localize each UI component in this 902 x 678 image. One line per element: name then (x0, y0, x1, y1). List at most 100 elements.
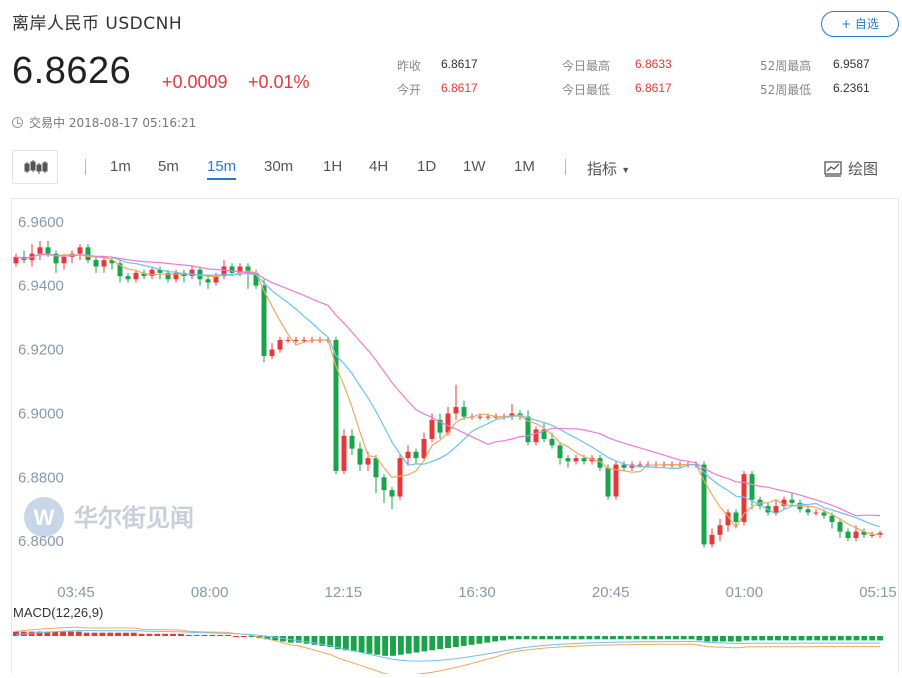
ma10-line (15, 253, 881, 528)
candle-body (573, 458, 579, 462)
candle-body (45, 247, 51, 254)
x-tick-label: 20:45 (592, 584, 630, 601)
stat-value-prev-close: 6.8617 (441, 57, 478, 71)
watermark: W 华尔街见闻 (24, 497, 194, 537)
candle-body (277, 339, 283, 350)
macd-bar (413, 636, 420, 653)
macd-bar (170, 633, 176, 636)
add-favorite-button[interactable]: + 自选 (821, 11, 899, 37)
candle-body (405, 451, 411, 459)
interval-1mo[interactable]: 1M (514, 158, 535, 175)
macd-bar (185, 634, 192, 636)
candle-body (109, 260, 115, 264)
candle-body (365, 458, 371, 465)
macd-bar (366, 636, 373, 654)
candle-body (789, 499, 795, 503)
macd-bar (342, 636, 349, 651)
macd-bar (775, 636, 781, 641)
candle-body (165, 272, 171, 280)
macd-bar (649, 636, 656, 640)
macd-bar (672, 636, 679, 640)
y-tick-label: 6.9600 (18, 214, 64, 231)
toolbar-separator (85, 159, 86, 175)
x-tick-label: 08:00 (191, 584, 229, 601)
interval-1d[interactable]: 1D (417, 158, 437, 175)
watermark-logo-icon (24, 497, 64, 537)
macd-bar (107, 632, 114, 636)
macd-bar (712, 636, 719, 642)
macd-bar (688, 636, 695, 640)
candle-body (253, 272, 259, 286)
interval-1w[interactable]: 1W (463, 158, 486, 175)
macd-bar (311, 636, 318, 645)
indicator-label: 指标 (587, 161, 618, 178)
interval-30m[interactable]: 30m (264, 158, 294, 175)
candle-body (189, 269, 195, 277)
macd-bar (484, 636, 491, 643)
interval-1h[interactable]: 1H (323, 158, 343, 175)
macd-bar (382, 636, 389, 656)
candle-body (293, 339, 299, 341)
macd-bar (837, 636, 844, 641)
candle-body (285, 339, 291, 341)
macd-bar (319, 636, 326, 646)
candle-body (245, 266, 251, 273)
stat-label-day-high: 今日最高 (562, 59, 611, 73)
macd-bar (507, 636, 514, 640)
candle-body (853, 531, 859, 539)
macd-bar (154, 633, 161, 636)
candle-body (157, 269, 163, 273)
macd-bar (452, 636, 459, 647)
stat-label-day-low: 今日最低 (562, 83, 611, 97)
candle-body (261, 285, 267, 356)
candle-body (565, 458, 571, 462)
interval-1m[interactable]: 1m (110, 158, 131, 175)
macd-bar (586, 636, 593, 640)
interval-4h[interactable]: 4H (369, 158, 389, 175)
draw-button[interactable]: 绘图 (824, 158, 878, 179)
macd-bar (429, 636, 436, 651)
stat-value-open: 6.8617 (441, 81, 478, 95)
candle-body (53, 253, 59, 264)
macd-bar (177, 633, 184, 636)
candle-body (149, 269, 155, 277)
macd-bar (680, 636, 687, 640)
macd-bar (209, 634, 216, 636)
stat-value-day-low: 6.8617 (635, 81, 672, 95)
last-price: 6.8626 (12, 50, 132, 92)
indicator-dropdown[interactable]: 指标 ▼ (587, 158, 630, 179)
macd-dea-line (15, 630, 881, 662)
chart-type-button[interactable] (12, 150, 58, 184)
macd-bar (460, 636, 467, 646)
candle-body (813, 512, 819, 514)
candle-body (85, 247, 91, 261)
candle-body (269, 349, 275, 356)
macd-bar (91, 632, 98, 636)
macd-bar (531, 636, 538, 640)
candle-body (861, 531, 867, 535)
interval-5m[interactable]: 5m (158, 158, 179, 175)
macd-bar (861, 636, 868, 641)
macd-bar (115, 632, 121, 636)
candle-body (509, 413, 515, 417)
macd-bar (350, 636, 357, 652)
macd-bar (60, 631, 66, 636)
trading-status-text: 交易中 2018-08-17 05:16:21 (29, 116, 197, 130)
macd-bar (52, 631, 59, 636)
candle-body (445, 413, 451, 433)
candle-body (77, 247, 83, 254)
candle-body (133, 272, 139, 280)
candle-body (477, 416, 483, 418)
chart-area[interactable]: W 华尔街见闻 6.9600 6.9400 6.9200 6.9000 6.8800 6.… (11, 198, 899, 676)
interval-15m[interactable]: 15m (207, 158, 237, 180)
macd-bar (67, 631, 74, 636)
candle-body (461, 407, 467, 417)
macd-bar (327, 636, 334, 647)
candle-body (709, 534, 715, 545)
ma20-line (15, 253, 881, 517)
macd-bar (445, 636, 451, 649)
macd-bar (696, 636, 703, 641)
macd-bar (594, 636, 601, 640)
macd-bar (146, 633, 153, 636)
candle-body (581, 458, 587, 462)
